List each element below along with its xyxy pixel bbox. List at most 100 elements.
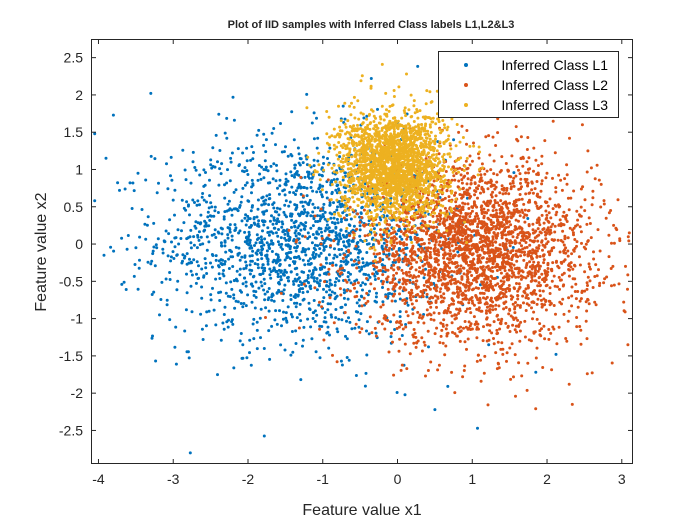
- data-point: [551, 207, 555, 211]
- data-point: [531, 317, 534, 321]
- data-point: [340, 318, 344, 322]
- data-point: [575, 209, 579, 213]
- data-point: [337, 200, 341, 203]
- data-point: [408, 230, 411, 234]
- data-point: [466, 275, 470, 279]
- data-point: [518, 329, 522, 333]
- data-point: [485, 339, 489, 343]
- data-point: [272, 299, 276, 303]
- data-point: [245, 264, 249, 268]
- data-point: [239, 302, 243, 305]
- data-point: [263, 269, 267, 273]
- data-point: [225, 136, 229, 140]
- data-point: [580, 123, 584, 127]
- data-point: [367, 332, 371, 336]
- data-point: [380, 244, 384, 248]
- data-point: [298, 302, 302, 306]
- data-point: [226, 168, 229, 172]
- data-point: [243, 240, 247, 244]
- data-point: [261, 229, 264, 233]
- data-point: [538, 294, 542, 298]
- data-point: [518, 210, 522, 214]
- data-point: [266, 290, 269, 294]
- data-point: [528, 243, 532, 247]
- data-point: [481, 265, 485, 269]
- data-point: [193, 166, 197, 169]
- data-point: [155, 246, 159, 250]
- data-point: [428, 220, 432, 223]
- data-point: [586, 298, 590, 302]
- data-point: [120, 236, 124, 240]
- data-point: [339, 259, 343, 263]
- data-point: [214, 323, 218, 327]
- data-point: [561, 240, 565, 244]
- data-point: [189, 241, 193, 245]
- data-point: [306, 202, 310, 206]
- data-point: [527, 338, 531, 342]
- data-point: [591, 189, 595, 193]
- data-point: [279, 278, 283, 282]
- data-point: [495, 262, 499, 266]
- data-point: [459, 173, 463, 177]
- data-point: [310, 275, 314, 279]
- data-point: [143, 222, 147, 226]
- data-point: [514, 174, 518, 178]
- data-point: [354, 262, 358, 266]
- data-point: [280, 220, 284, 224]
- data-point: [296, 294, 300, 298]
- data-point: [480, 179, 484, 183]
- data-point: [441, 268, 445, 272]
- data-point: [207, 240, 211, 244]
- data-point: [333, 222, 337, 226]
- data-point: [294, 249, 298, 253]
- data-point: [315, 116, 318, 120]
- data-point: [506, 211, 510, 215]
- data-point: [395, 271, 398, 275]
- data-point: [301, 204, 305, 208]
- data-point: [441, 198, 445, 202]
- data-point: [373, 287, 376, 291]
- data-point: [220, 232, 224, 236]
- data-point: [375, 300, 378, 304]
- data-point: [577, 255, 581, 259]
- data-point: [174, 362, 178, 366]
- data-point: [484, 311, 488, 315]
- data-point: [511, 316, 515, 320]
- data-point: [534, 229, 538, 233]
- data-point: [511, 323, 515, 327]
- data-point: [263, 266, 267, 270]
- data-point: [282, 188, 286, 192]
- data-point: [500, 231, 503, 235]
- data-point: [503, 275, 507, 279]
- data-point: [512, 184, 516, 188]
- data-point: [421, 294, 424, 298]
- data-point: [405, 273, 409, 277]
- data-point: [357, 261, 361, 265]
- data-point: [322, 162, 326, 165]
- data-point: [286, 255, 290, 259]
- data-point: [401, 277, 405, 281]
- data-point: [189, 269, 193, 273]
- data-point: [395, 252, 399, 256]
- data-point: [545, 283, 549, 287]
- data-point: [541, 248, 544, 252]
- data-point: [569, 196, 573, 200]
- data-point: [290, 218, 294, 222]
- data-point: [275, 169, 279, 173]
- data-point: [390, 218, 394, 222]
- data-point: [351, 230, 355, 234]
- data-point: [303, 227, 307, 231]
- data-point: [503, 269, 507, 273]
- data-point: [262, 132, 266, 136]
- data-point: [250, 178, 254, 182]
- data-point: [417, 248, 421, 252]
- data-point: [398, 286, 402, 290]
- data-point: [256, 266, 260, 270]
- data-point: [252, 216, 256, 219]
- data-point: [570, 285, 574, 289]
- data-point: [193, 201, 196, 204]
- data-point: [476, 247, 480, 251]
- data-point: [349, 217, 353, 221]
- data-point: [494, 194, 498, 198]
- data-point: [590, 371, 594, 375]
